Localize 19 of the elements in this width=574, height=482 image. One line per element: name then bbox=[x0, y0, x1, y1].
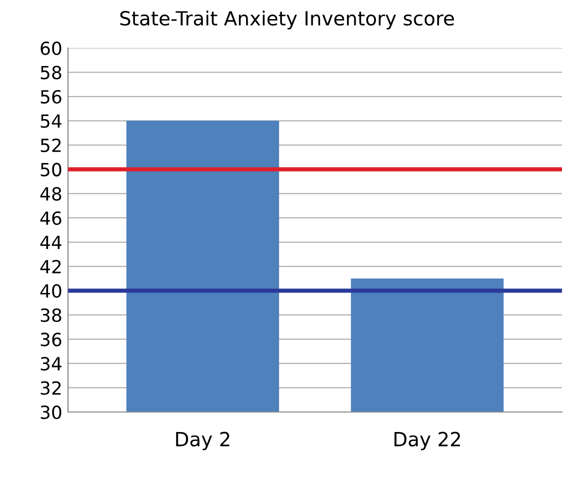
x-tick-label: Day 22 bbox=[394, 432, 460, 450]
y-tick-label: 30 bbox=[40, 405, 62, 420]
y-tick-label: 36 bbox=[40, 332, 62, 346]
y-tick-label: 32 bbox=[40, 381, 61, 395]
y-tick-label: 54 bbox=[40, 114, 62, 128]
y-tick-label: 60 bbox=[40, 41, 62, 56]
y-tick-label: 48 bbox=[40, 187, 62, 201]
y-tick-label: 56 bbox=[40, 90, 62, 104]
y-tick-label: 52 bbox=[40, 138, 61, 152]
y-tick-label: 58 bbox=[40, 66, 62, 80]
y-tick-label: 42 bbox=[40, 260, 61, 274]
y-tick-label: 38 bbox=[40, 308, 62, 322]
x-tick-label: Day 2 bbox=[176, 432, 230, 450]
y-tick-label: 40 bbox=[40, 284, 62, 298]
y-tick-label: 44 bbox=[40, 236, 62, 249]
y-tick-label: 46 bbox=[40, 211, 62, 225]
chart-title: State-Trait Anxiety Inventory score bbox=[120, 10, 454, 30]
y-tick-label: 50 bbox=[40, 162, 62, 176]
y-tick-label: 34 bbox=[40, 356, 62, 371]
